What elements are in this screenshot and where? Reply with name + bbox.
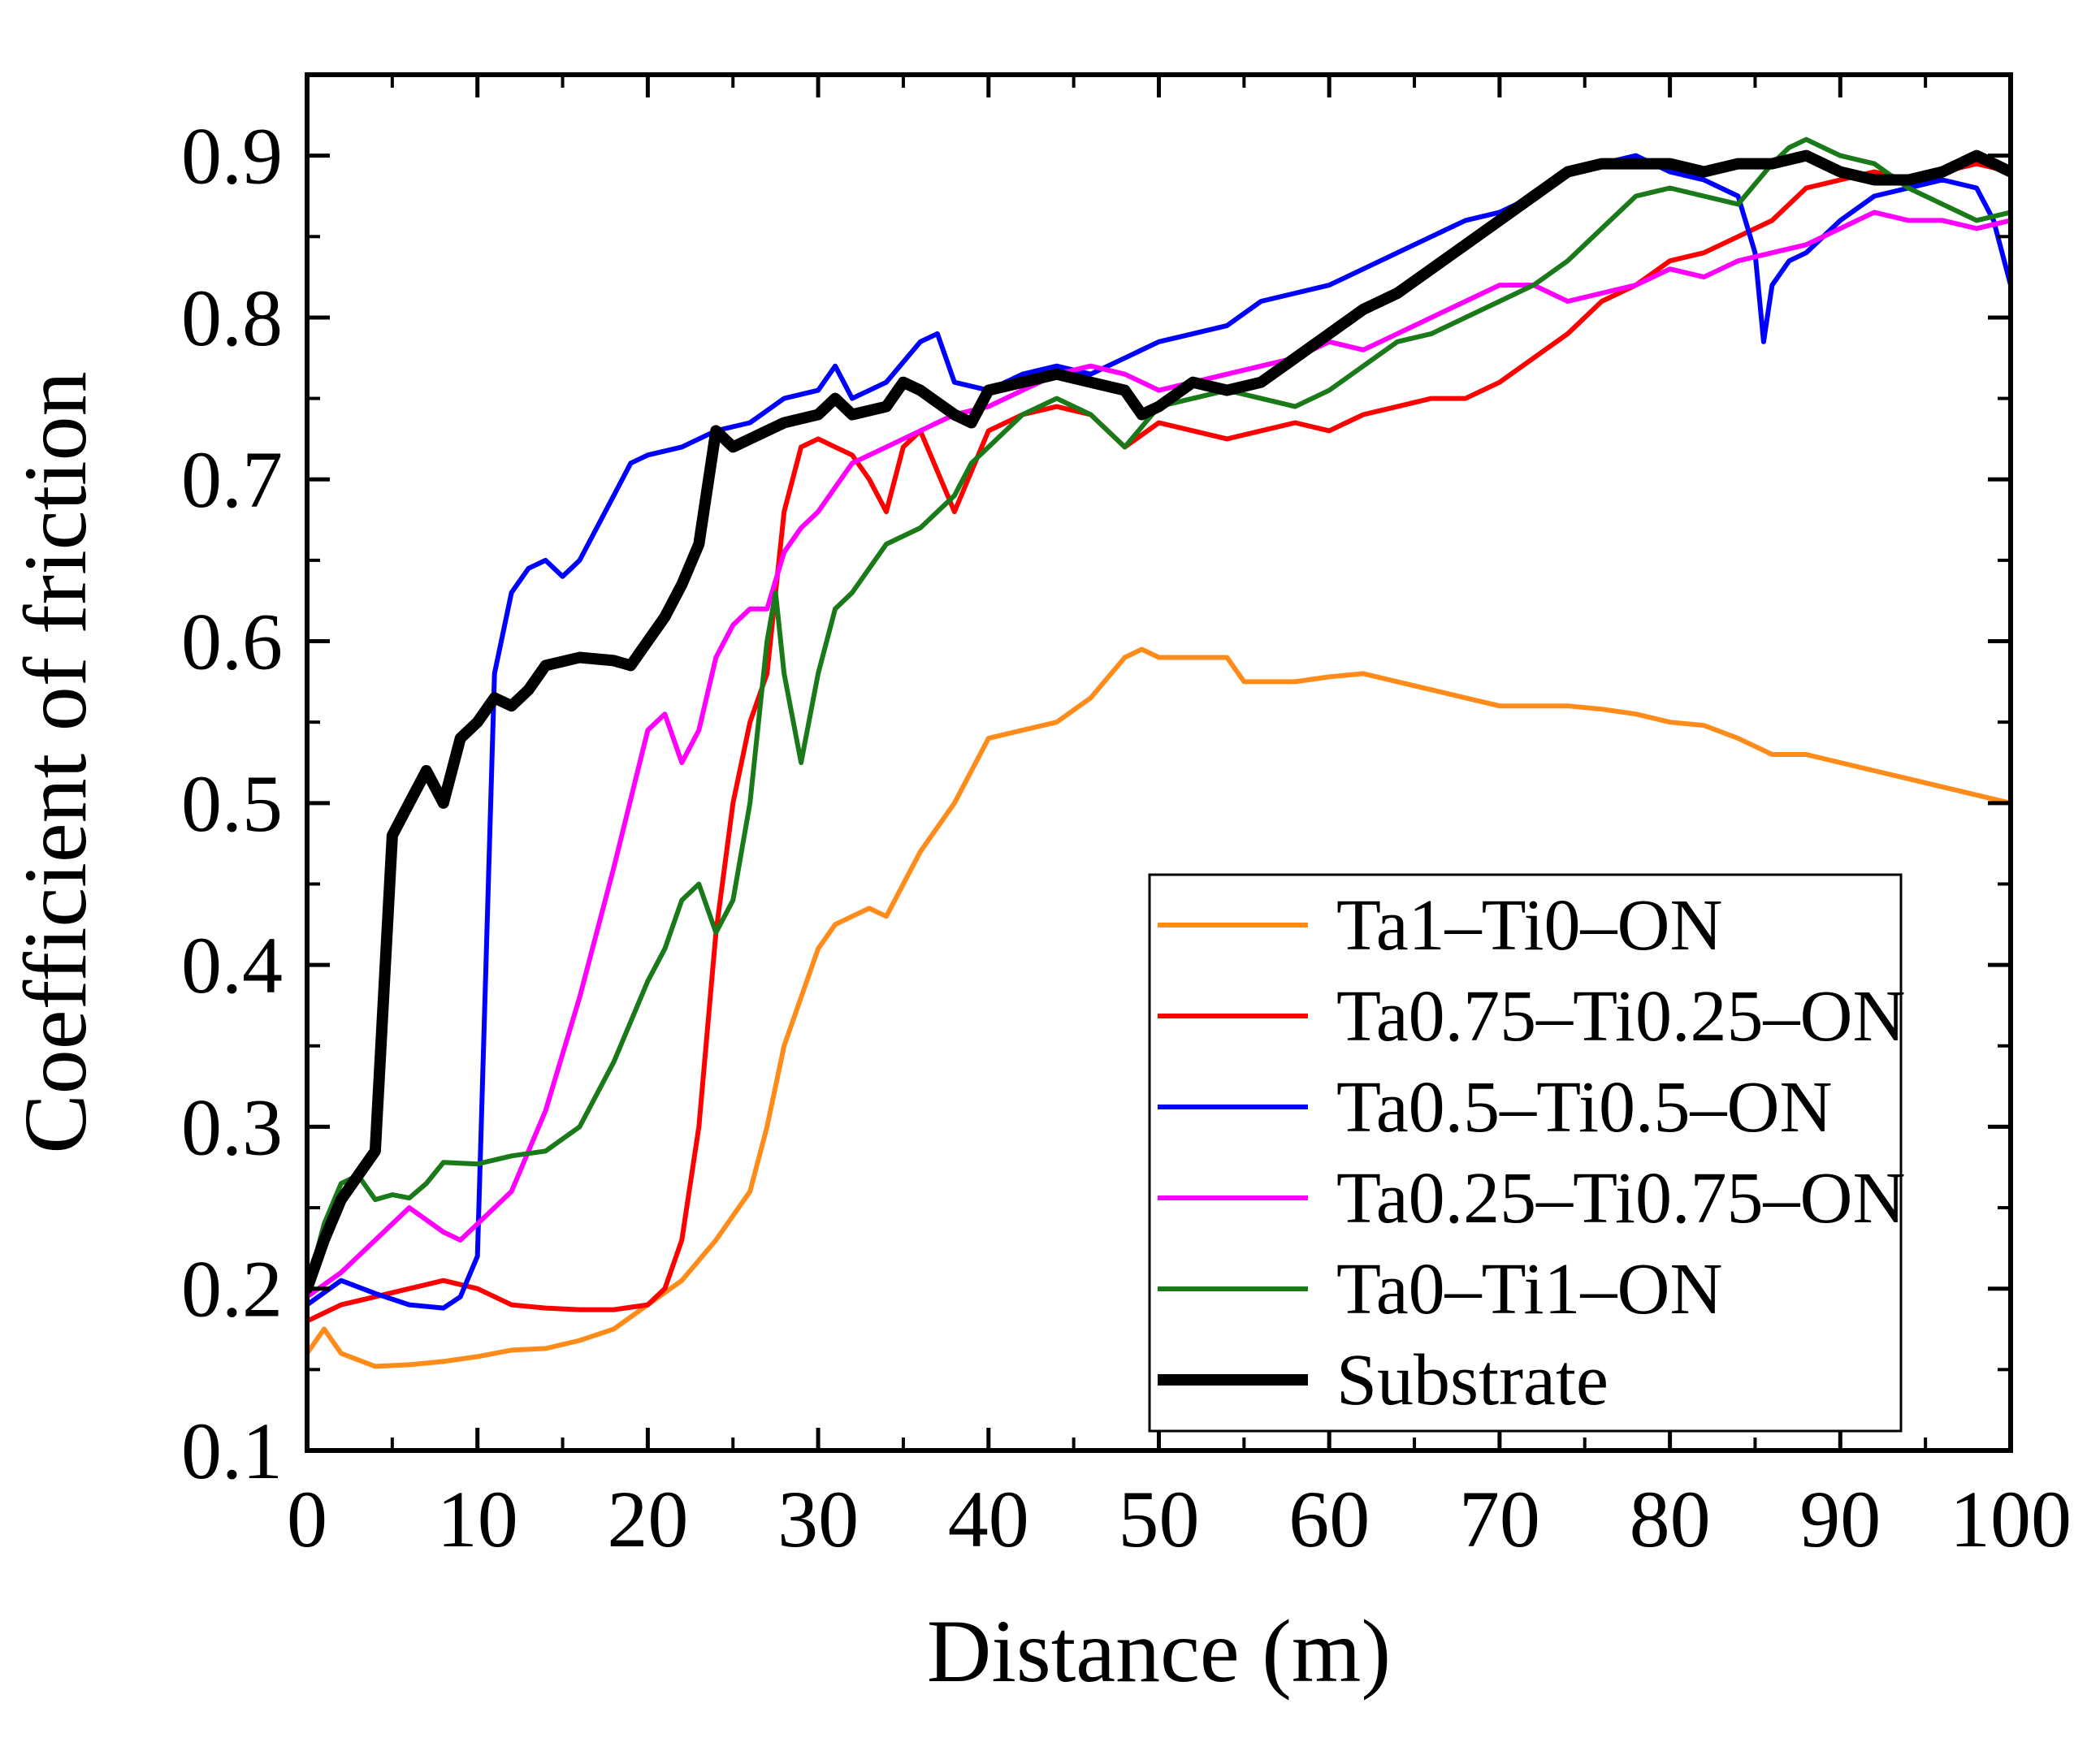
series-line-3 bbox=[307, 153, 2011, 1311]
y-axis-title: Coefficient of friction bbox=[6, 371, 105, 1153]
legend-label: Ta0.25–Ti0.75–ON bbox=[1336, 1158, 1905, 1239]
y-tick-label: 0.8 bbox=[181, 273, 283, 363]
x-tick-label: 50 bbox=[1119, 1474, 1200, 1564]
y-tick-label: 0.4 bbox=[181, 920, 283, 1010]
y-axis: 0.1 0.2 0.3 0.4 0.5 0.6 0.7 0.8 0.9 bbox=[181, 111, 2011, 1496]
x-tick-label: 100 bbox=[1950, 1474, 2072, 1564]
plot-lines bbox=[307, 136, 2011, 1369]
legend-label: Ta0.5–Ti0.5–ON bbox=[1336, 1067, 1832, 1148]
legend: Ta1–Ti0–ON Ta0.75–Ti0.25–ON Ta0.5–Ti0.5–ON… bbox=[1148, 873, 1905, 1433]
x-tick-label: 40 bbox=[948, 1474, 1029, 1564]
x-tick-label: 30 bbox=[777, 1474, 859, 1564]
y-tick-label: 0.9 bbox=[181, 111, 283, 201]
x-tick-label: 60 bbox=[1288, 1474, 1370, 1564]
y-tick-label: 0.2 bbox=[181, 1244, 283, 1334]
x-tick-label: 10 bbox=[437, 1474, 518, 1564]
y-tick-label: 0.6 bbox=[181, 597, 283, 687]
x-axis: 0 10 20 30 40 50 60 70 80 90 100 bbox=[287, 75, 2072, 1564]
x-tick-label: 70 bbox=[1459, 1474, 1540, 1564]
legend-label: Ta1–Ti0–ON bbox=[1336, 885, 1722, 966]
y-tick-label: 0.1 bbox=[181, 1406, 283, 1496]
y-tick-label: 0.5 bbox=[181, 759, 283, 849]
x-tick-label: 80 bbox=[1630, 1474, 1711, 1564]
legend-box bbox=[1148, 873, 1903, 1433]
x-tick-label: 20 bbox=[607, 1474, 688, 1564]
legend-label: Ta0–Ti1–ON bbox=[1336, 1249, 1722, 1329]
y-tick-label: 0.7 bbox=[181, 434, 283, 525]
legend-label: Ta0.75–Ti0.25–ON bbox=[1336, 976, 1905, 1057]
y-tick-label: 0.3 bbox=[181, 1082, 283, 1172]
x-tick-label: 90 bbox=[1799, 1474, 1881, 1564]
series-line-1 bbox=[307, 646, 2011, 1369]
series-line-5 bbox=[307, 136, 2011, 1291]
series-line-6 bbox=[307, 149, 2011, 1295]
x-axis-title: Distance (m) bbox=[927, 1602, 1391, 1701]
x-tick-label: 0 bbox=[287, 1474, 327, 1564]
legend-label: Substrate bbox=[1336, 1340, 1609, 1420]
